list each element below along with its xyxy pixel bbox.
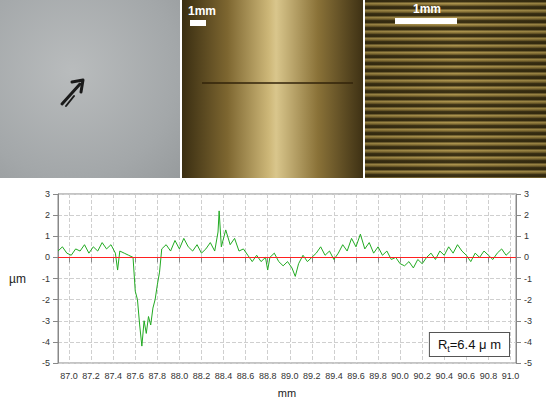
svg-text:-4: -4 [524,337,532,347]
svg-text:87.0: 87.0 [60,371,78,381]
svg-text:90.6: 90.6 [458,371,476,381]
svg-text:88.2: 88.2 [193,371,211,381]
svg-text:-5: -5 [42,358,50,368]
svg-text:90.0: 90.0 [391,371,409,381]
svg-text:88.6: 88.6 [237,371,255,381]
svg-text:0: 0 [524,252,529,262]
svg-text:89.2: 89.2 [303,371,321,381]
svg-text:1: 1 [45,231,50,241]
svg-text:-3: -3 [42,316,50,326]
svg-text:-2: -2 [42,295,50,305]
svg-text:87.8: 87.8 [149,371,167,381]
html-text:1mm: 1mm [413,2,441,16]
svg-text:87.6: 87.6 [126,371,144,381]
svg-text:91.0: 91.0 [502,371,520,381]
svg-text:µm: µm [9,272,26,286]
svg-text:R: R [438,337,447,352]
svg-text:88.4: 88.4 [215,371,233,381]
svg-text:0: 0 [45,252,50,262]
svg-text:89.6: 89.6 [347,371,365,381]
svg-text:88.8: 88.8 [259,371,277,381]
svg-text:2: 2 [45,210,50,220]
svg-text:-2: -2 [524,295,532,305]
svg-text:-5: -5 [524,358,532,368]
svg-text:90.2: 90.2 [413,371,431,381]
svg-text:87.2: 87.2 [82,371,100,381]
svg-text:t: t [447,343,450,354]
svg-text:-1: -1 [42,274,50,284]
svg-text:89.4: 89.4 [325,371,343,381]
svg-text:89.0: 89.0 [281,371,299,381]
svg-text:-4: -4 [42,337,50,347]
svg-text:=6.4 μ m: =6.4 μ m [450,337,501,352]
svg-text:3: 3 [524,189,529,199]
html-text:1mm: 1mm [188,4,216,18]
svg-text:88.0: 88.0 [171,371,189,381]
svg-text:89.8: 89.8 [369,371,387,381]
svg-text:3: 3 [45,189,50,199]
svg-text:1: 1 [524,231,529,241]
svg-text:2: 2 [524,210,529,220]
svg-text:mm: mm [278,387,296,399]
svg-text:90.8: 90.8 [480,371,498,381]
svg-text:90.4: 90.4 [435,371,453,381]
svg-text:-3: -3 [524,316,532,326]
svg-text:87.4: 87.4 [104,371,122,381]
svg-text:-1: -1 [524,274,532,284]
